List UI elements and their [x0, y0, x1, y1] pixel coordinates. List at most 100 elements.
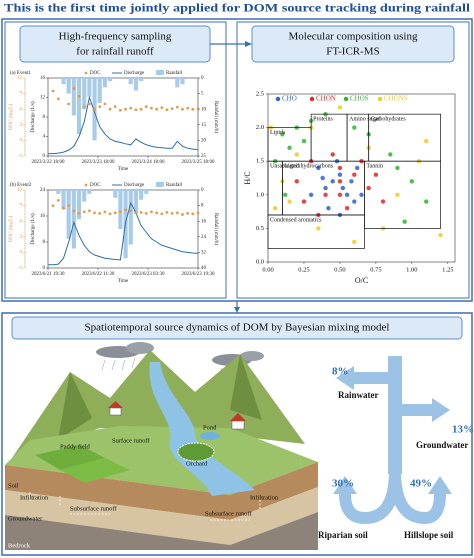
- roof: [108, 401, 123, 408]
- doc-tick-label: 3: [20, 123, 23, 128]
- panel-title: FT-ICR-MS: [326, 46, 379, 58]
- flow-trunk: [388, 356, 402, 474]
- arrow-head: [336, 366, 354, 390]
- panel-title: High-frequency sampling: [59, 31, 172, 43]
- doc-point: [82, 210, 86, 214]
- data-point: [287, 145, 292, 150]
- data-point: [352, 125, 357, 130]
- doc-point: [196, 211, 200, 215]
- region-box: [364, 160, 441, 229]
- landscape-label: Infiltration: [20, 494, 49, 501]
- doc-point: [119, 210, 122, 214]
- data-point: [366, 185, 371, 191]
- data-point: [316, 226, 321, 231]
- rain-bar: [56, 190, 61, 194]
- discharge-tick-label: 24: [40, 188, 46, 193]
- rain-bar: [61, 190, 66, 210]
- doc-point: [165, 210, 169, 214]
- source-percent: 8%: [332, 366, 349, 378]
- rain-tick-label: 25: [201, 154, 207, 159]
- x-tick-label: 2023/6/21 19:30: [32, 272, 65, 277]
- doc-point: [191, 107, 195, 111]
- paddy-field: [60, 458, 130, 483]
- rain-tick-label: 0: [201, 76, 204, 81]
- rain-tick-label: 5: [201, 92, 204, 97]
- rain-bar: [102, 78, 107, 88]
- rain-bar: [128, 190, 133, 245]
- y-tick-label: 2.0: [256, 124, 264, 131]
- doc-point: [191, 212, 195, 216]
- data-point: [323, 185, 328, 191]
- data-point: [330, 179, 335, 184]
- x-tick-label: 0.25: [298, 266, 309, 273]
- region-label: Lipids: [270, 130, 286, 136]
- doc-point: [93, 211, 96, 215]
- x-tick-label: 2023/6/22 11:30: [82, 272, 115, 277]
- data-point: [380, 199, 386, 204]
- rain-bar: [82, 190, 87, 202]
- doc-point: [155, 107, 159, 111]
- region-label: Lignin: [284, 164, 300, 170]
- region-label: Condensed aromatics: [270, 217, 322, 223]
- data-point: [330, 152, 335, 157]
- cloud: [240, 351, 264, 361]
- doc-point: [72, 87, 76, 90]
- rain-bar: [87, 190, 92, 194]
- doc-point: [160, 106, 164, 110]
- discharge-line: [48, 201, 199, 266]
- rain-bar: [76, 190, 82, 220]
- river: [149, 362, 255, 496]
- doc-point: [77, 94, 81, 98]
- x-axis-label: Time: [118, 167, 129, 172]
- data-point: [326, 206, 331, 211]
- data-point: [395, 192, 400, 197]
- doc-point: [108, 107, 112, 111]
- y-tick-label: 2.5: [256, 90, 264, 97]
- legend-key: [156, 70, 164, 75]
- doc-tick-label: -3: [18, 154, 23, 159]
- flow-branch: [400, 404, 434, 416]
- doc-point: [134, 108, 138, 112]
- rain-tick-label: 20: [201, 139, 207, 144]
- doc-point: [119, 108, 122, 112]
- cloud: [126, 342, 154, 354]
- doc-point: [56, 199, 60, 202]
- rain-bar: [118, 190, 123, 229]
- doc-point: [175, 105, 179, 109]
- pond: [200, 432, 220, 440]
- landscape-label: Orchard: [186, 460, 208, 467]
- legend-entry: Rainfall: [166, 183, 183, 188]
- title-box: [11, 316, 463, 340]
- discharge-tick-label: 0: [43, 154, 46, 159]
- discharge-axis-label: Discharge (L/s): [31, 101, 36, 132]
- arrow-head: [333, 476, 357, 494]
- doc-tick-label: 0: [20, 139, 23, 144]
- doc-point: [134, 211, 138, 215]
- house: [109, 407, 122, 416]
- landscape-label: Subsurface runoff: [70, 505, 117, 512]
- legend-entry: CHOS: [350, 95, 369, 103]
- landscape-label: Soil: [8, 482, 19, 489]
- doc-point: [139, 107, 143, 111]
- doc-tick-label: -3: [18, 266, 23, 271]
- data-point: [424, 138, 429, 144]
- source-percent: 30%: [332, 478, 354, 490]
- flow-branch: [352, 372, 390, 384]
- arrow-head: [234, 307, 240, 313]
- rain-bar: [175, 78, 180, 88]
- doc-point: [93, 107, 96, 111]
- data-point: [373, 172, 379, 177]
- source-percent: 13%: [452, 424, 474, 436]
- data-point: [424, 199, 429, 204]
- rain-bar: [61, 78, 66, 85]
- legend-key: [156, 182, 164, 187]
- data-point: [352, 199, 357, 204]
- data-point: [294, 179, 299, 184]
- data-point: [294, 152, 299, 157]
- data-point: [359, 192, 364, 197]
- doc-point: [82, 105, 86, 108]
- data-point: [340, 185, 345, 191]
- data-point: [337, 192, 343, 197]
- rain-tick-label: 10: [201, 107, 207, 112]
- rain-bar: [66, 78, 71, 94]
